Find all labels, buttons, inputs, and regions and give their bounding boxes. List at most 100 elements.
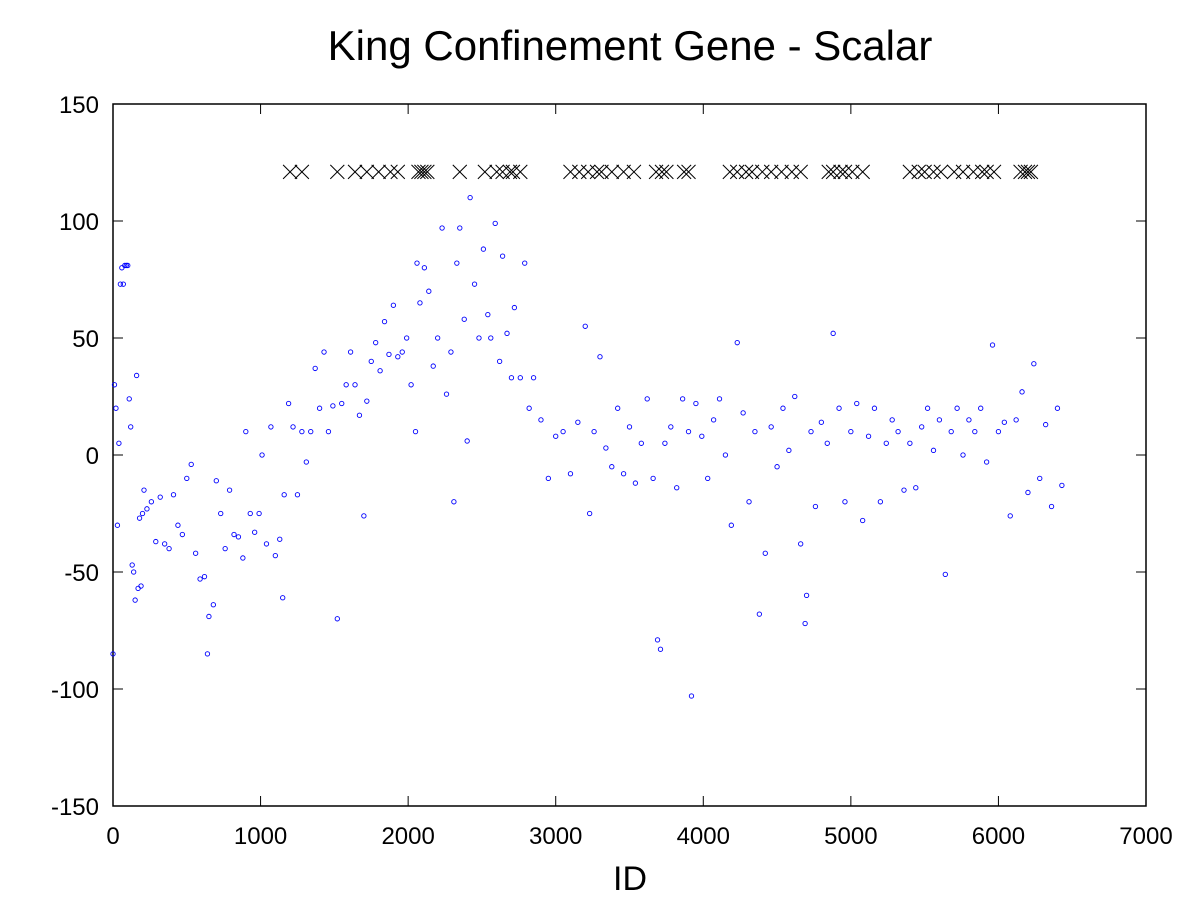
scatter-point xyxy=(638,440,644,446)
scatter-point xyxy=(812,503,819,510)
scatter-point xyxy=(356,412,363,418)
scatter-point xyxy=(960,452,966,458)
cross-marker xyxy=(946,164,962,180)
scatter-point xyxy=(1001,419,1007,425)
scatter-point xyxy=(508,375,515,381)
scatter-point xyxy=(126,396,132,402)
scatter-point xyxy=(966,417,972,423)
cross-marker xyxy=(417,164,432,180)
scatter-point xyxy=(496,358,503,365)
scatter-point xyxy=(699,433,705,439)
scatter-point xyxy=(120,281,126,287)
cross-marker xyxy=(763,164,779,180)
scatter-point xyxy=(954,405,960,411)
scatter-points-crosses xyxy=(282,164,1039,180)
scatter-point xyxy=(231,531,237,538)
x-tick-label: 4000 xyxy=(677,823,730,850)
scatter-point xyxy=(136,515,143,521)
scatter-point xyxy=(153,538,159,545)
scatter-point xyxy=(668,424,674,430)
scatter-point xyxy=(218,510,224,517)
y-tick-label: -100 xyxy=(51,677,99,704)
cross-marker xyxy=(616,164,631,180)
cross-marker xyxy=(419,164,435,180)
x-tick-label: 5000 xyxy=(824,823,877,850)
x-tick-label: 2000 xyxy=(381,823,434,850)
scatter-point xyxy=(488,335,494,341)
scatter-point xyxy=(836,405,842,411)
scatter-point xyxy=(1048,503,1055,510)
scatter-point xyxy=(256,510,262,517)
cross-marker xyxy=(833,164,848,180)
plot-frame xyxy=(112,103,1147,807)
scatter-point xyxy=(716,396,723,402)
scatter-point xyxy=(679,396,686,402)
scatter-point xyxy=(722,452,729,458)
x-axis-label: ID xyxy=(613,860,647,898)
scatter-point xyxy=(877,499,884,505)
scatter-point xyxy=(930,447,937,453)
scatter-point xyxy=(439,225,445,231)
scatter-point xyxy=(1043,421,1049,428)
scatter-point xyxy=(626,424,633,430)
scatter-point xyxy=(352,382,358,388)
scatter-point xyxy=(582,323,588,329)
cross-marker xyxy=(1013,164,1028,180)
y-tick-label: 0 xyxy=(86,443,99,470)
scatter-point xyxy=(889,417,895,423)
scatter-point xyxy=(654,637,661,643)
cross-marker xyxy=(1017,164,1033,180)
cross-marker xyxy=(681,164,696,180)
scatter-point xyxy=(848,428,854,435)
scatter-points-blue xyxy=(110,194,1065,699)
scatter-point xyxy=(144,506,150,512)
scatter-point xyxy=(435,335,441,341)
cross-marker xyxy=(722,164,738,180)
scatter-point xyxy=(325,428,332,435)
x-tick-label: 0 xyxy=(106,823,119,850)
scatter-point xyxy=(129,562,135,568)
scatter-point xyxy=(830,330,836,336)
cross-marker xyxy=(933,164,949,180)
scatter-point xyxy=(114,522,121,528)
cross-marker xyxy=(965,164,981,180)
scatter-point xyxy=(316,405,323,411)
scatter-point xyxy=(746,499,752,505)
scatter-point xyxy=(798,541,804,547)
scatter-point xyxy=(1025,489,1031,496)
cross-marker xyxy=(1023,164,1039,180)
scatter-point xyxy=(111,382,118,388)
scatter-point xyxy=(117,281,124,287)
cross-marker xyxy=(282,164,298,180)
cross-marker xyxy=(744,164,760,180)
axis-ticks: 0 1000 2000 3000 4000 5000 6000 7000-150-100-50… xyxy=(51,92,1173,850)
scatter-point xyxy=(517,375,523,381)
scatter-point xyxy=(492,220,498,226)
scatter-point xyxy=(263,541,270,547)
y-tick-label: -150 xyxy=(51,794,99,821)
scatter-point xyxy=(272,552,278,559)
scatter-point xyxy=(662,440,668,446)
scatter-point xyxy=(347,349,354,355)
cross-marker xyxy=(837,164,853,180)
scatter-point xyxy=(476,335,482,341)
scatter-point xyxy=(936,417,943,423)
scatter-point xyxy=(545,475,551,482)
scatter-point xyxy=(235,534,242,540)
scatter-point xyxy=(226,487,233,493)
scatter-point xyxy=(457,225,463,231)
scatter-point xyxy=(417,300,423,306)
y-tick-label: 100 xyxy=(59,209,99,236)
scatter-point xyxy=(752,428,758,435)
scatter-point xyxy=(786,447,792,453)
cross-marker xyxy=(855,164,871,180)
scatter-point xyxy=(373,340,379,346)
cross-marker xyxy=(359,164,375,180)
scatter-point xyxy=(170,492,177,498)
cross-marker xyxy=(1020,164,1036,180)
scatter-point xyxy=(471,281,478,287)
scatter-point xyxy=(768,424,774,430)
scatter-point xyxy=(188,461,194,468)
cross-marker xyxy=(414,164,429,180)
